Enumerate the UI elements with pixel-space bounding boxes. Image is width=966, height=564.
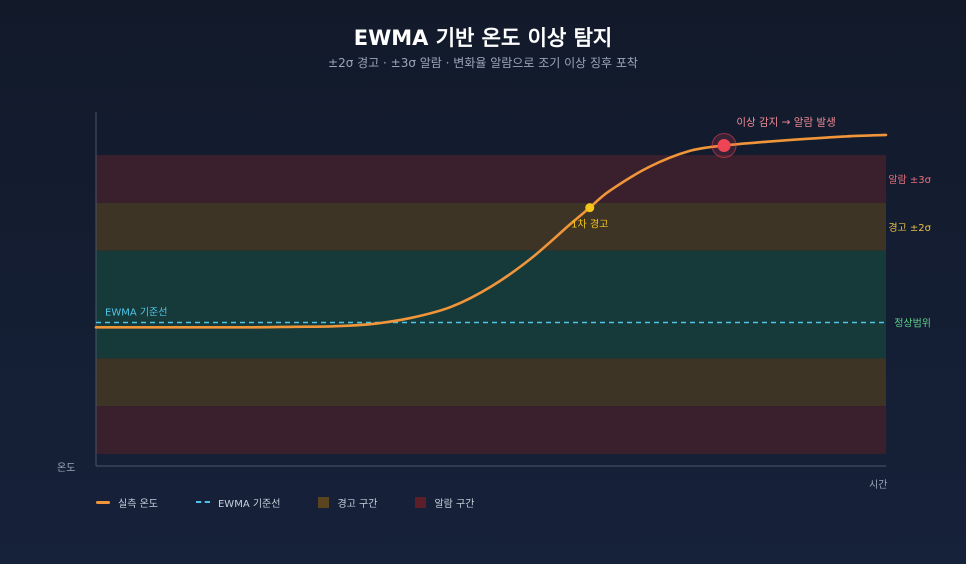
warning-point [585, 203, 595, 213]
legend-item-baseline: EWMA 기준선 [195, 495, 281, 510]
legend-swatch-baseline [195, 501, 210, 503]
series-layer [94, 133, 888, 329]
legend-item-warning: 경고 구간 [318, 495, 377, 510]
alarm-point [717, 138, 731, 152]
band-alarm [96, 155, 886, 203]
band-labels-layer: 알람 ±3σ 경고 ±2σ 정상범위 [888, 173, 931, 330]
y-axis-label: 온도 [57, 462, 75, 474]
series-line-actual-temperature [94, 133, 888, 329]
band-label-alarm: 알람 ±3σ [888, 173, 931, 186]
baseline-layer: EWMA 기준선 [96, 306, 886, 324]
axes-layer: 온도 시간 [57, 112, 887, 491]
chart-subtitle: ±2σ 경고 · ±3σ 알람 · 변화율 알람으로 조기 이상 징후 포착 [328, 56, 638, 70]
legend-item-actual: 실측 온도 [96, 495, 158, 510]
ewma-baseline-label: EWMA 기준선 [105, 306, 167, 318]
band-warning [96, 358, 886, 407]
legend-label: 실측 온도 [118, 498, 158, 510]
legend-item-alarm: 알람 구간 [415, 495, 474, 510]
chart-title: EWMA 기반 온도 이상 탐지 [353, 26, 613, 50]
band-warning [96, 202, 886, 251]
legend-swatch-alarm [415, 496, 427, 508]
warning-point-label: 1차 경고 [571, 218, 608, 231]
legend-swatch-actual [96, 500, 110, 504]
band-label-normal: 정상범위 [894, 316, 931, 329]
band-label-warning: 경고 ±2σ [888, 221, 931, 234]
legend: 실측 온도 EWMA 기준선 경고 구간 알람 구간 [96, 494, 512, 510]
band-alarm [96, 406, 886, 455]
legend-label: EWMA 기준선 [217, 498, 281, 510]
bands-layer [96, 155, 886, 455]
legend-label: 경고 구간 [337, 498, 378, 510]
legend-label: 알람 구간 [434, 498, 475, 510]
band-normal [96, 250, 886, 359]
alarm-point-label: 이상 감지 → 알람 발생 [736, 115, 835, 128]
x-axis-label: 시간 [869, 479, 887, 491]
events-layer: 1차 경고 이상 감지 → 알람 발생 [571, 115, 836, 230]
legend-swatch-warning [318, 496, 330, 508]
